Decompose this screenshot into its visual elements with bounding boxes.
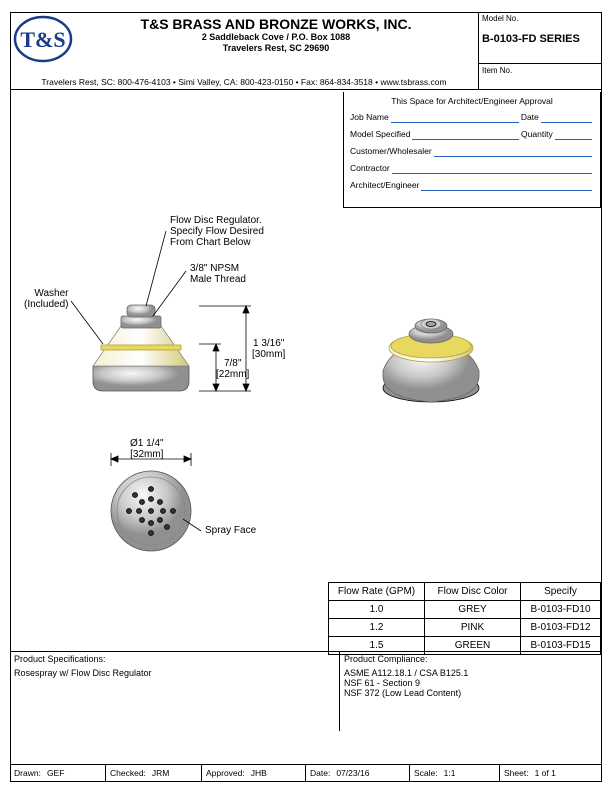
model-number-box: Model No. B-0103-FD SERIES	[478, 12, 602, 64]
flow-rate-table: Flow Rate (GPM) Flow Disc Color Specify …	[328, 582, 601, 655]
dim-diameter: Ø1 1/4"[32mm]	[130, 438, 164, 460]
title-block: Drawn:GEF Checked:JRM Approved:JHB Date:…	[10, 764, 602, 782]
dim-height-2: 7/8"[22mm]	[216, 358, 249, 380]
callout-washer: Washer (Included)	[24, 288, 68, 310]
svg-text:T&S: T&S	[20, 27, 65, 52]
product-specifications: Product Specifications: Rosespray w/ Flo…	[10, 651, 340, 731]
dim-height-1: 1 3/16"[30mm]	[252, 338, 285, 360]
company-name: T&S BRASS AND BRONZE WORKS, INC.	[76, 16, 476, 32]
item-number-box: Item No.	[478, 64, 602, 90]
product-compliance: Product Compliance: ASME A112.18.1 / CSA…	[340, 651, 602, 731]
company-address: 2 Saddleback Cove / P.O. Box 1088Travele…	[76, 32, 476, 54]
logo: T&S	[12, 14, 74, 64]
callout-thread: 3/8" NPSM Male Thread	[190, 263, 246, 285]
callout-spray: Spray Face	[205, 525, 256, 536]
contact-info: Travelers Rest, SC: 800-476-4103 • Simi …	[10, 64, 478, 90]
callout-flow-disc: Flow Disc Regulator. Specify Flow Desire…	[170, 215, 264, 248]
drawing-svg	[11, 91, 601, 561]
